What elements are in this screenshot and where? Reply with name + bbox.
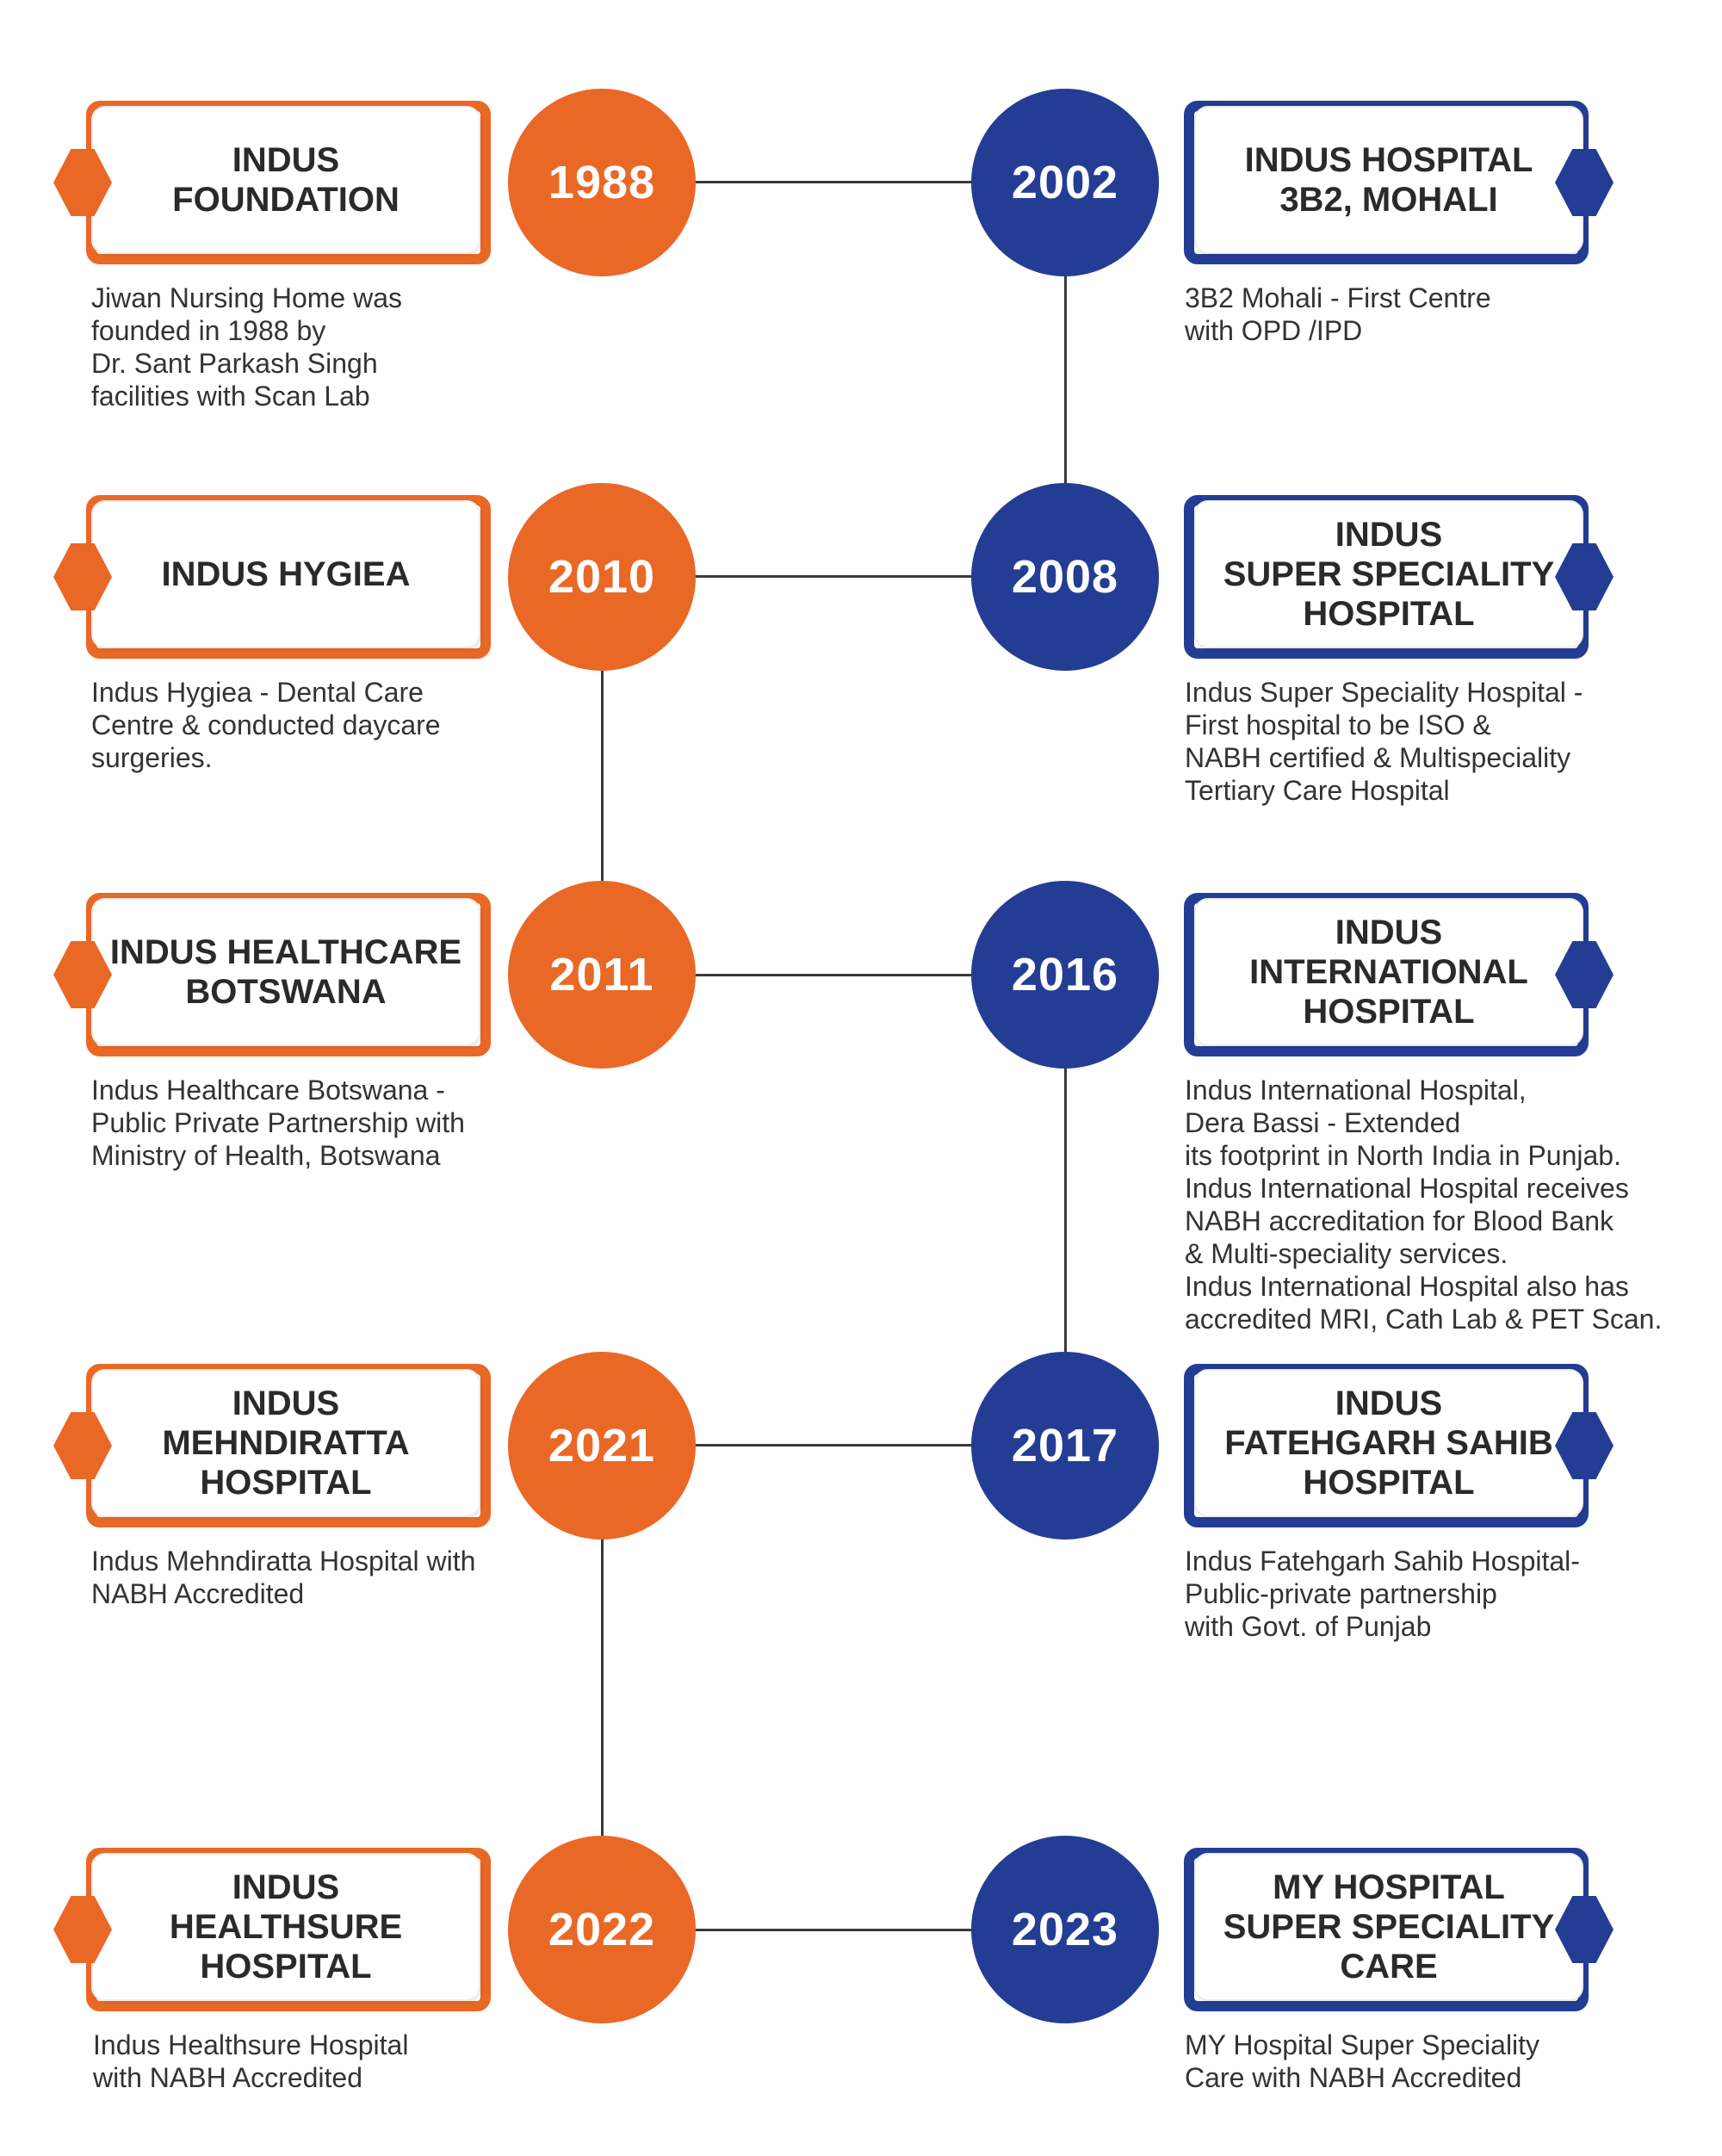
milestone-card-2002: INDUS HOSPITAL 3B2, MOHALI — [1184, 101, 1589, 264]
milestone-title: INDUS HYGIEA — [161, 555, 411, 593]
milestone-description-2016: Indus International Hospital, Dera Bassi… — [1185, 1075, 1663, 1335]
milestone-title: INDUS HEALTHSURE HOSPITAL — [169, 1868, 403, 1986]
milestone-title: INDUS INTERNATIONAL HOSPITAL — [1249, 914, 1528, 1031]
connector-2021-2022 — [601, 1444, 604, 1930]
year-circle-2022: 2022 — [508, 1836, 696, 2023]
milestone-card-2008: INDUS SUPER SPECIALITY HOSPITAL — [1184, 495, 1589, 659]
year-circle-2011: 2011 — [508, 881, 696, 1069]
milestone-card-2017: INDUS FATEHGARH SAHIB HOSPITAL — [1184, 1364, 1589, 1527]
milestone-description-1988: Jiwan Nursing Home was founded in 1988 b… — [91, 282, 403, 412]
connector-2010-2011 — [601, 575, 604, 976]
milestone-card-2023: MY HOSPITAL SUPER SPECIALITY CARE — [1184, 1848, 1589, 2011]
milestone-card-2010: INDUS HYGIEA — [86, 495, 491, 659]
milestone-card-2011: INDUS HEALTHCARE BOTSWANA — [86, 893, 491, 1056]
milestone-card-2022: INDUS HEALTHSURE HOSPITAL — [86, 1848, 491, 2011]
milestone-title: INDUS FOUNDATION — [172, 141, 400, 219]
milestone-title: INDUS HOSPITAL 3B2, MOHALI — [1244, 141, 1533, 219]
year-circle-2008: 2008 — [971, 483, 1159, 671]
milestone-description-2022: Indus Healthsure Hospital with NABH Accr… — [93, 2029, 409, 2093]
milestone-title: INDUS FATEHGARH SAHIB HOSPITAL — [1224, 1385, 1553, 1502]
year-circle-2017: 2017 — [971, 1352, 1159, 1540]
connector-2010-2008 — [603, 575, 1068, 578]
milestone-card-2021: INDUS MEHNDIRATTA HOSPITAL — [86, 1364, 491, 1527]
milestone-description-2008: Indus Super Speciality Hospital - First … — [1185, 677, 1583, 806]
milestone-description-2011: Indus Healthcare Botswana - Public Priva… — [91, 1075, 465, 1171]
year-circle-1988: 1988 — [508, 89, 696, 276]
year-circle-2023: 2023 — [971, 1836, 1159, 2023]
milestone-title: INDUS SUPER SPECIALITY HOSPITAL — [1223, 516, 1555, 633]
connector-2016-2017 — [1064, 974, 1067, 1446]
milestone-description-2021: Indus Mehndiratta Hospital with NABH Acc… — [91, 1546, 476, 1609]
milestone-description-2002: 3B2 Mohali - First Centre with OPD /IPD — [1185, 282, 1491, 346]
milestone-card-1988: INDUS FOUNDATION — [86, 101, 491, 264]
milestone-title: MY HOSPITAL SUPER SPECIALITY CARE — [1223, 1868, 1555, 1986]
connector-2002-2008 — [1064, 181, 1067, 577]
year-circle-2002: 2002 — [971, 89, 1159, 276]
milestone-card-2016: INDUS INTERNATIONAL HOSPITAL — [1184, 893, 1589, 1056]
connector-2011-2016 — [603, 974, 1068, 976]
year-circle-2021: 2021 — [508, 1352, 696, 1540]
milestone-description-2017: Indus Fatehgarh Sahib Hospital- Public-p… — [1185, 1546, 1580, 1642]
connector-2021-2017 — [603, 1444, 1068, 1447]
year-circle-2010: 2010 — [508, 483, 696, 671]
milestone-description-2023: MY Hospital Super Speciality Care with N… — [1185, 2029, 1540, 2093]
connector-1988-2002 — [603, 181, 1068, 183]
milestone-description-2010: Indus Hygiea - Dental Care Centre & cond… — [91, 677, 441, 773]
milestone-title: INDUS HEALTHCARE BOTSWANA — [109, 933, 462, 1011]
connector-2022-2023 — [603, 1929, 1068, 1931]
milestone-title: INDUS MEHNDIRATTA HOSPITAL — [162, 1385, 410, 1502]
year-circle-2016: 2016 — [971, 881, 1159, 1069]
